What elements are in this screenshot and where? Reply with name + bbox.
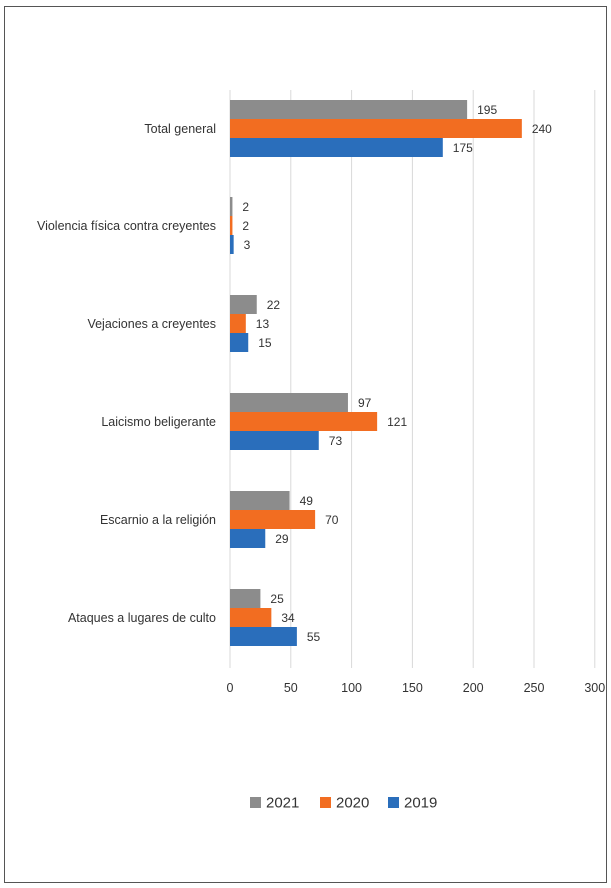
bar-ataques-a-lugares-de-culto-2019 xyxy=(230,627,297,646)
x-tick-label-300: 300 xyxy=(584,681,605,695)
value-label-escarnio-a-la-religion-2021: 49 xyxy=(300,494,314,508)
value-label-ataques-a-lugares-de-culto-2020: 34 xyxy=(281,611,295,625)
bar-total-general-2021 xyxy=(230,100,468,119)
value-label-vejaciones-a-creyentes-2019: 15 xyxy=(258,336,272,350)
value-label-vejaciones-a-creyentes-2021: 22 xyxy=(267,298,281,312)
value-label-violencia-fisica-contra-creyentes-2020: 2 xyxy=(242,219,249,233)
value-label-laicismo-beligerante-2021: 97 xyxy=(358,396,372,410)
category-labels: Total general Violencia física contra cre… xyxy=(37,122,216,625)
bar-laicismo-beligerante-2020 xyxy=(230,412,378,431)
x-tick-label-100: 100 xyxy=(341,681,362,695)
category-label-escarnio-a-la-religion: Escarnio a la religión xyxy=(100,513,216,527)
legend: 2021 2020 2019 xyxy=(250,795,437,812)
bar-laicismo-beligerante-2021 xyxy=(230,393,348,412)
legend-label-2021: 2021 xyxy=(266,795,299,812)
x-axis-ticks: 0 50 100 150 200 250 300 xyxy=(227,681,606,695)
bar-escarnio-a-la-religion-2019 xyxy=(230,529,266,548)
value-label-ataques-a-lugares-de-culto-2021: 25 xyxy=(270,592,284,606)
bar-vejaciones-a-creyentes-2019 xyxy=(230,333,249,352)
legend-label-2020: 2020 xyxy=(336,795,369,812)
value-label-violencia-fisica-contra-creyentes-2019: 3 xyxy=(244,238,251,252)
legend-swatch-2020 xyxy=(320,797,331,808)
value-label-escarnio-a-la-religion-2019: 29 xyxy=(275,532,289,546)
gridlines xyxy=(229,90,596,668)
legend-swatch-2021 xyxy=(250,797,261,808)
x-tick-label-250: 250 xyxy=(524,681,545,695)
bars xyxy=(230,100,522,646)
value-label-total-general-2019: 175 xyxy=(453,141,473,155)
bar-vejaciones-a-creyentes-2020 xyxy=(230,314,246,333)
value-label-total-general-2021: 195 xyxy=(477,103,497,117)
bar-escarnio-a-la-religion-2020 xyxy=(230,510,316,529)
category-label-violencia-fisica-contra-creyentes: Violencia física contra creyentes xyxy=(37,219,216,233)
bar-violencia-fisica-contra-creyentes-2021 xyxy=(230,197,233,216)
x-tick-label-200: 200 xyxy=(463,681,484,695)
category-label-laicismo-beligerante: Laicismo beligerante xyxy=(101,415,216,429)
category-label-total-general: Total general xyxy=(144,122,216,136)
value-label-ataques-a-lugares-de-culto-2019: 55 xyxy=(307,630,321,644)
category-label-ataques-a-lugares-de-culto: Ataques a lugares de culto xyxy=(68,611,216,625)
x-tick-label-0: 0 xyxy=(227,681,234,695)
legend-swatch-2019 xyxy=(388,797,399,808)
value-label-laicismo-beligerante-2020: 121 xyxy=(387,415,407,429)
bar-vejaciones-a-creyentes-2021 xyxy=(230,295,257,314)
bar-ataques-a-lugares-de-culto-2020 xyxy=(230,608,272,627)
x-tick-label-150: 150 xyxy=(402,681,423,695)
bar-violencia-fisica-contra-creyentes-2019 xyxy=(230,235,234,254)
value-label-vejaciones-a-creyentes-2020: 13 xyxy=(256,317,270,331)
x-tick-label-50: 50 xyxy=(284,681,298,695)
value-label-violencia-fisica-contra-creyentes-2021: 2 xyxy=(242,200,249,214)
bar-escarnio-a-la-religion-2021 xyxy=(230,491,290,510)
bar-total-general-2019 xyxy=(230,138,443,157)
category-label-vejaciones-a-creyentes: Vejaciones a creyentes xyxy=(87,317,216,331)
bar-violencia-fisica-contra-creyentes-2020 xyxy=(230,216,233,235)
legend-label-2019: 2019 xyxy=(404,795,437,812)
bar-ataques-a-lugares-de-culto-2021 xyxy=(230,589,261,608)
value-label-total-general-2020: 240 xyxy=(532,122,552,136)
bar-laicismo-beligerante-2019 xyxy=(230,431,319,450)
value-label-escarnio-a-la-religion-2020: 70 xyxy=(325,513,339,527)
bar-total-general-2020 xyxy=(230,119,522,138)
value-label-laicismo-beligerante-2019: 73 xyxy=(329,434,343,448)
